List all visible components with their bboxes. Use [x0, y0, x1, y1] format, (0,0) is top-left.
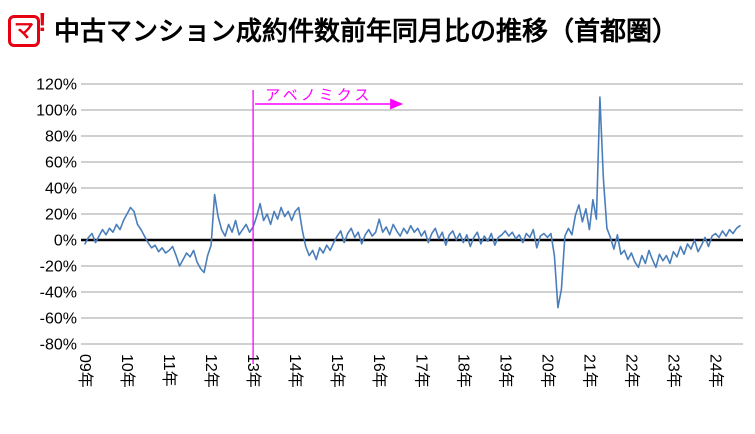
x-axis-label: 09年 — [76, 354, 94, 388]
x-axis-label: 10年 — [118, 354, 136, 388]
y-axis-label: -40% — [40, 285, 77, 302]
x-axis-label: 12年 — [202, 354, 220, 388]
y-axis-label: 60% — [45, 155, 77, 172]
x-axis-label: 23年 — [664, 354, 682, 388]
y-axis-label: 40% — [45, 181, 77, 198]
y-axis-label: 100% — [36, 103, 77, 120]
x-axis-label: 15年 — [328, 354, 346, 388]
annotation-group: アベノミクス — [252, 87, 404, 364]
x-axis-label: 22年 — [622, 354, 640, 388]
x-axis-label: 14年 — [286, 354, 304, 388]
page-title: 中古マンション成約件数前年同月比の推移（首都圏） — [54, 15, 679, 46]
series-group — [84, 96, 741, 309]
x-axis-label: 21年 — [580, 354, 598, 388]
y-axis-labels-group: 120% 100% 80% 60% 40% 20% 0% -20% -40% -60% -80% — [36, 77, 77, 354]
x-axis-label: 11年 — [160, 354, 178, 387]
y-axis-label: 80% — [45, 129, 77, 146]
x-axis-label: 17年 — [412, 354, 430, 388]
series-line — [84, 96, 741, 309]
line-chart: アベノミクス 120% 100% 80% 60% 40% 20% 0% -20% -40% -60… — [36, 77, 743, 388]
x-axis-label: 24年 — [707, 354, 725, 388]
x-axis-labels-group: 09年 10年 11年 12年 13年 14年 15年 16年 17年 18年 19年 20年 21年 2… — [76, 354, 725, 388]
annotation-label: アベノミクス — [265, 87, 372, 104]
logo-exclamation-icon: ! — [38, 7, 47, 37]
y-axis-label: -60% — [40, 311, 77, 328]
x-axis-label: 16年 — [370, 354, 388, 388]
y-axis-label: -80% — [40, 337, 77, 354]
y-axis-label: 0% — [54, 233, 77, 250]
y-axis-label: 20% — [45, 207, 77, 224]
x-axis-label: 19年 — [496, 354, 514, 388]
gridlines-group — [81, 83, 743, 345]
logo-ma-icon: マ — [8, 15, 40, 47]
x-axis-label: 18年 — [454, 354, 472, 388]
annotation-arrow-head-icon — [390, 98, 404, 110]
y-axis-label: -20% — [40, 259, 77, 276]
x-axis-label: 20年 — [538, 354, 556, 388]
page-header: マ ! 中古マンション成約件数前年同月比の推移（首都圏） — [0, 0, 755, 50]
x-axis-label: 13年 — [244, 354, 262, 388]
site-logo: マ ! — [8, 9, 48, 49]
y-axis-label: 120% — [36, 77, 77, 94]
